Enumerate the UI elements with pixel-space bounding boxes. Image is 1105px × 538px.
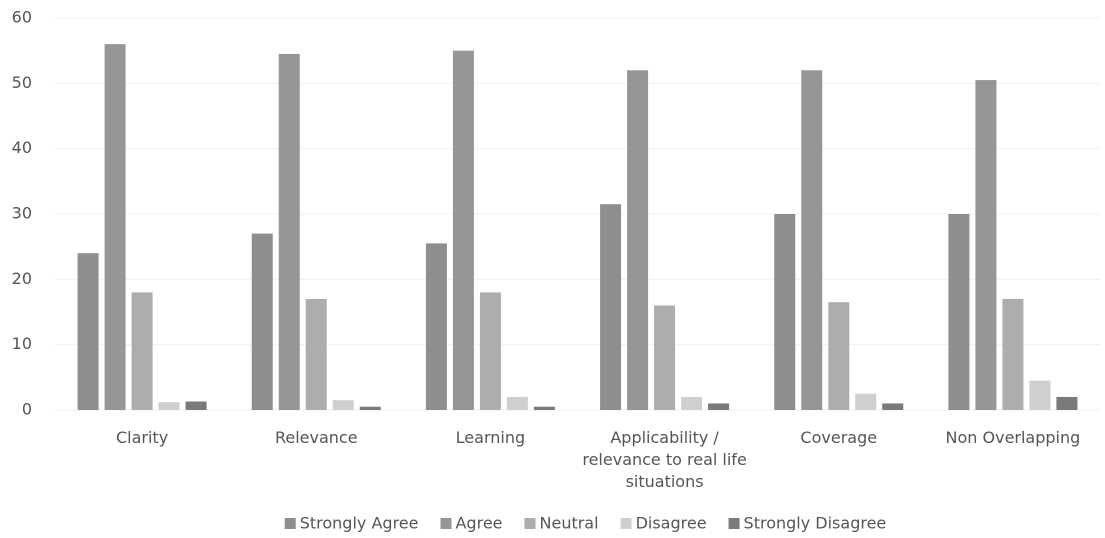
x-tick-label: Applicability / relevance to real life s… bbox=[582, 428, 747, 491]
bar bbox=[855, 393, 877, 410]
bar bbox=[828, 302, 850, 410]
legend-swatch bbox=[440, 518, 452, 529]
x-tick-label: Clarity bbox=[115, 428, 169, 447]
bar bbox=[131, 292, 153, 410]
bar bbox=[452, 50, 474, 411]
y-tick-label: 40 bbox=[12, 138, 32, 157]
bar bbox=[627, 70, 649, 411]
x-tick-label: Non Overlapping bbox=[945, 428, 1081, 447]
bar bbox=[801, 70, 823, 411]
bar bbox=[332, 400, 354, 410]
legend-swatch bbox=[620, 518, 632, 529]
legend-swatch bbox=[284, 518, 296, 529]
x-tick-label: Relevance bbox=[274, 428, 358, 447]
y-tick-label: 0 bbox=[22, 400, 32, 419]
y-tick-label: 20 bbox=[12, 269, 32, 288]
legend-label: Strongly Disagree bbox=[744, 514, 887, 533]
legend-label: Disagree bbox=[636, 514, 707, 533]
bar bbox=[1056, 396, 1078, 410]
bar bbox=[359, 406, 381, 410]
bar bbox=[654, 305, 676, 410]
y-tick-label: 10 bbox=[12, 334, 32, 353]
bar bbox=[506, 396, 528, 410]
bar bbox=[600, 204, 622, 410]
bar bbox=[882, 403, 904, 410]
bar bbox=[533, 406, 555, 410]
bar bbox=[975, 80, 997, 411]
bar bbox=[681, 396, 703, 410]
legend-label: Strongly Agree bbox=[300, 514, 419, 533]
y-tick-label: 60 bbox=[12, 8, 32, 27]
bar bbox=[774, 214, 796, 410]
bar bbox=[251, 233, 273, 410]
bar bbox=[77, 253, 99, 410]
x-tick-label: Coverage bbox=[800, 428, 878, 447]
legend-swatch bbox=[728, 518, 740, 529]
y-tick-label: 50 bbox=[12, 73, 32, 92]
bar bbox=[948, 214, 970, 410]
x-tick-label: Learning bbox=[455, 428, 526, 447]
bar bbox=[1029, 380, 1051, 410]
bar bbox=[1002, 298, 1024, 410]
bar bbox=[158, 402, 180, 410]
bar bbox=[278, 53, 300, 410]
bar bbox=[479, 292, 501, 410]
legend-label: Agree bbox=[455, 514, 502, 533]
legend-swatch bbox=[524, 518, 536, 529]
bar bbox=[185, 401, 207, 410]
y-tick-label: 30 bbox=[12, 204, 32, 223]
bar bbox=[104, 44, 126, 411]
bar bbox=[425, 243, 447, 410]
bar bbox=[305, 298, 327, 410]
legend-label: Neutral bbox=[540, 514, 599, 533]
bar bbox=[708, 403, 730, 410]
